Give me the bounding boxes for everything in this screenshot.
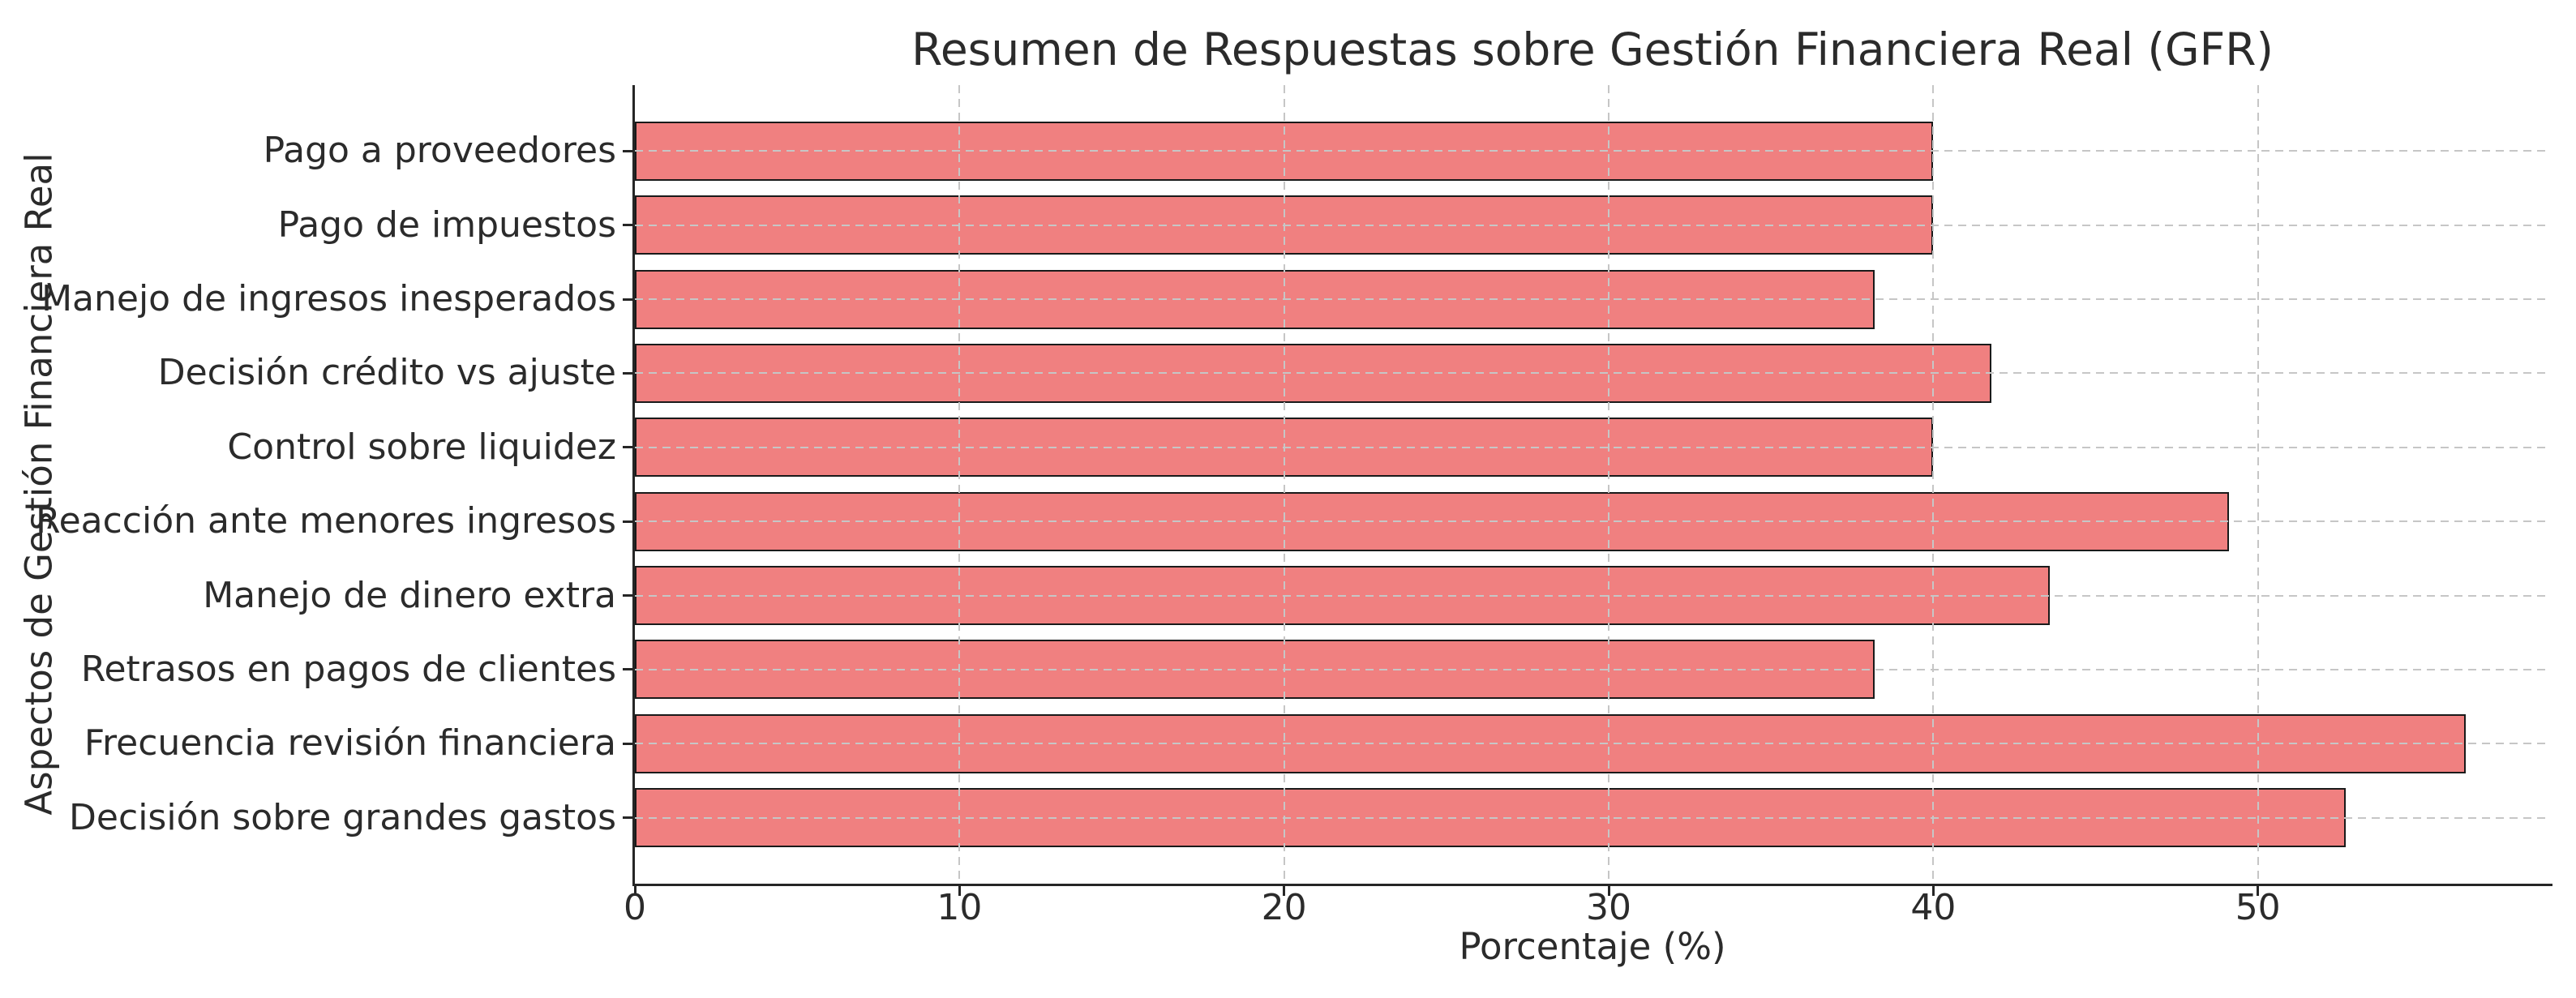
y-tick-mark (623, 446, 632, 449)
v-gridline (1283, 85, 1285, 884)
h-gridline (635, 594, 2550, 597)
y-axis-label: Aspectos de Gestión Financiera Real (17, 152, 61, 816)
h-gridline (635, 298, 2550, 301)
x-tick-mark (1607, 886, 1610, 896)
v-gridline (1932, 85, 1935, 884)
y-tick-mark (623, 149, 632, 152)
x-tick-label: 30 (1586, 887, 1632, 928)
y-tick-mark (623, 668, 632, 671)
x-tick-label: 10 (937, 887, 983, 928)
y-axis-spine (632, 85, 635, 886)
x-tick-mark (958, 886, 961, 896)
h-gridline (635, 446, 2550, 448)
h-gridline (635, 372, 2550, 375)
x-tick-mark (1283, 886, 1286, 896)
h-gridline (635, 520, 2550, 523)
h-gridline (635, 743, 2550, 745)
h-gridline (635, 668, 2550, 670)
x-axis-spine (632, 884, 2552, 886)
y-tick-mark (623, 224, 632, 227)
x-tick-mark (2257, 886, 2260, 896)
category-label: Frecuencia revisión financiera (84, 722, 616, 765)
category-label: Decisión sobre grandes gastos (69, 796, 616, 838)
v-gridline (958, 85, 961, 884)
category-label: Manejo de dinero extra (203, 574, 616, 616)
y-tick-mark (623, 742, 632, 745)
h-gridline (635, 224, 2550, 226)
x-tick-label: 40 (1910, 887, 1957, 928)
h-gridline (635, 150, 2550, 152)
x-tick-mark (1931, 886, 1935, 896)
x-tick-label: 0 (624, 887, 646, 928)
y-tick-mark (623, 298, 632, 301)
h-gridline (635, 816, 2550, 819)
category-label: Reacción ante menores ingresos (35, 500, 616, 542)
x-tick-label: 50 (2235, 887, 2281, 928)
y-tick-mark (623, 816, 632, 820)
v-gridline (2257, 85, 2259, 884)
y-tick-mark (623, 594, 632, 598)
x-tick-label: 20 (1261, 887, 1307, 928)
category-label: Pago de impuestos (277, 203, 616, 246)
chart-title: Resumen de Respuestas sobre Gestión Fina… (911, 24, 2274, 75)
v-gridline (1608, 85, 1610, 884)
category-label: Pago a proveedores (263, 130, 616, 172)
category-label: Manejo de ingresos inesperados (41, 278, 616, 320)
x-axis-label: Porcentaje (%) (1459, 925, 1726, 968)
x-tick-mark (633, 886, 636, 896)
category-label: Decisión crédito vs ajuste (157, 352, 616, 394)
plot-area (635, 85, 2550, 884)
category-label: Retrasos en pagos de clientes (80, 648, 616, 690)
category-label: Control sobre liquidez (227, 426, 616, 468)
y-tick-mark (623, 520, 632, 523)
y-tick-mark (623, 371, 632, 375)
